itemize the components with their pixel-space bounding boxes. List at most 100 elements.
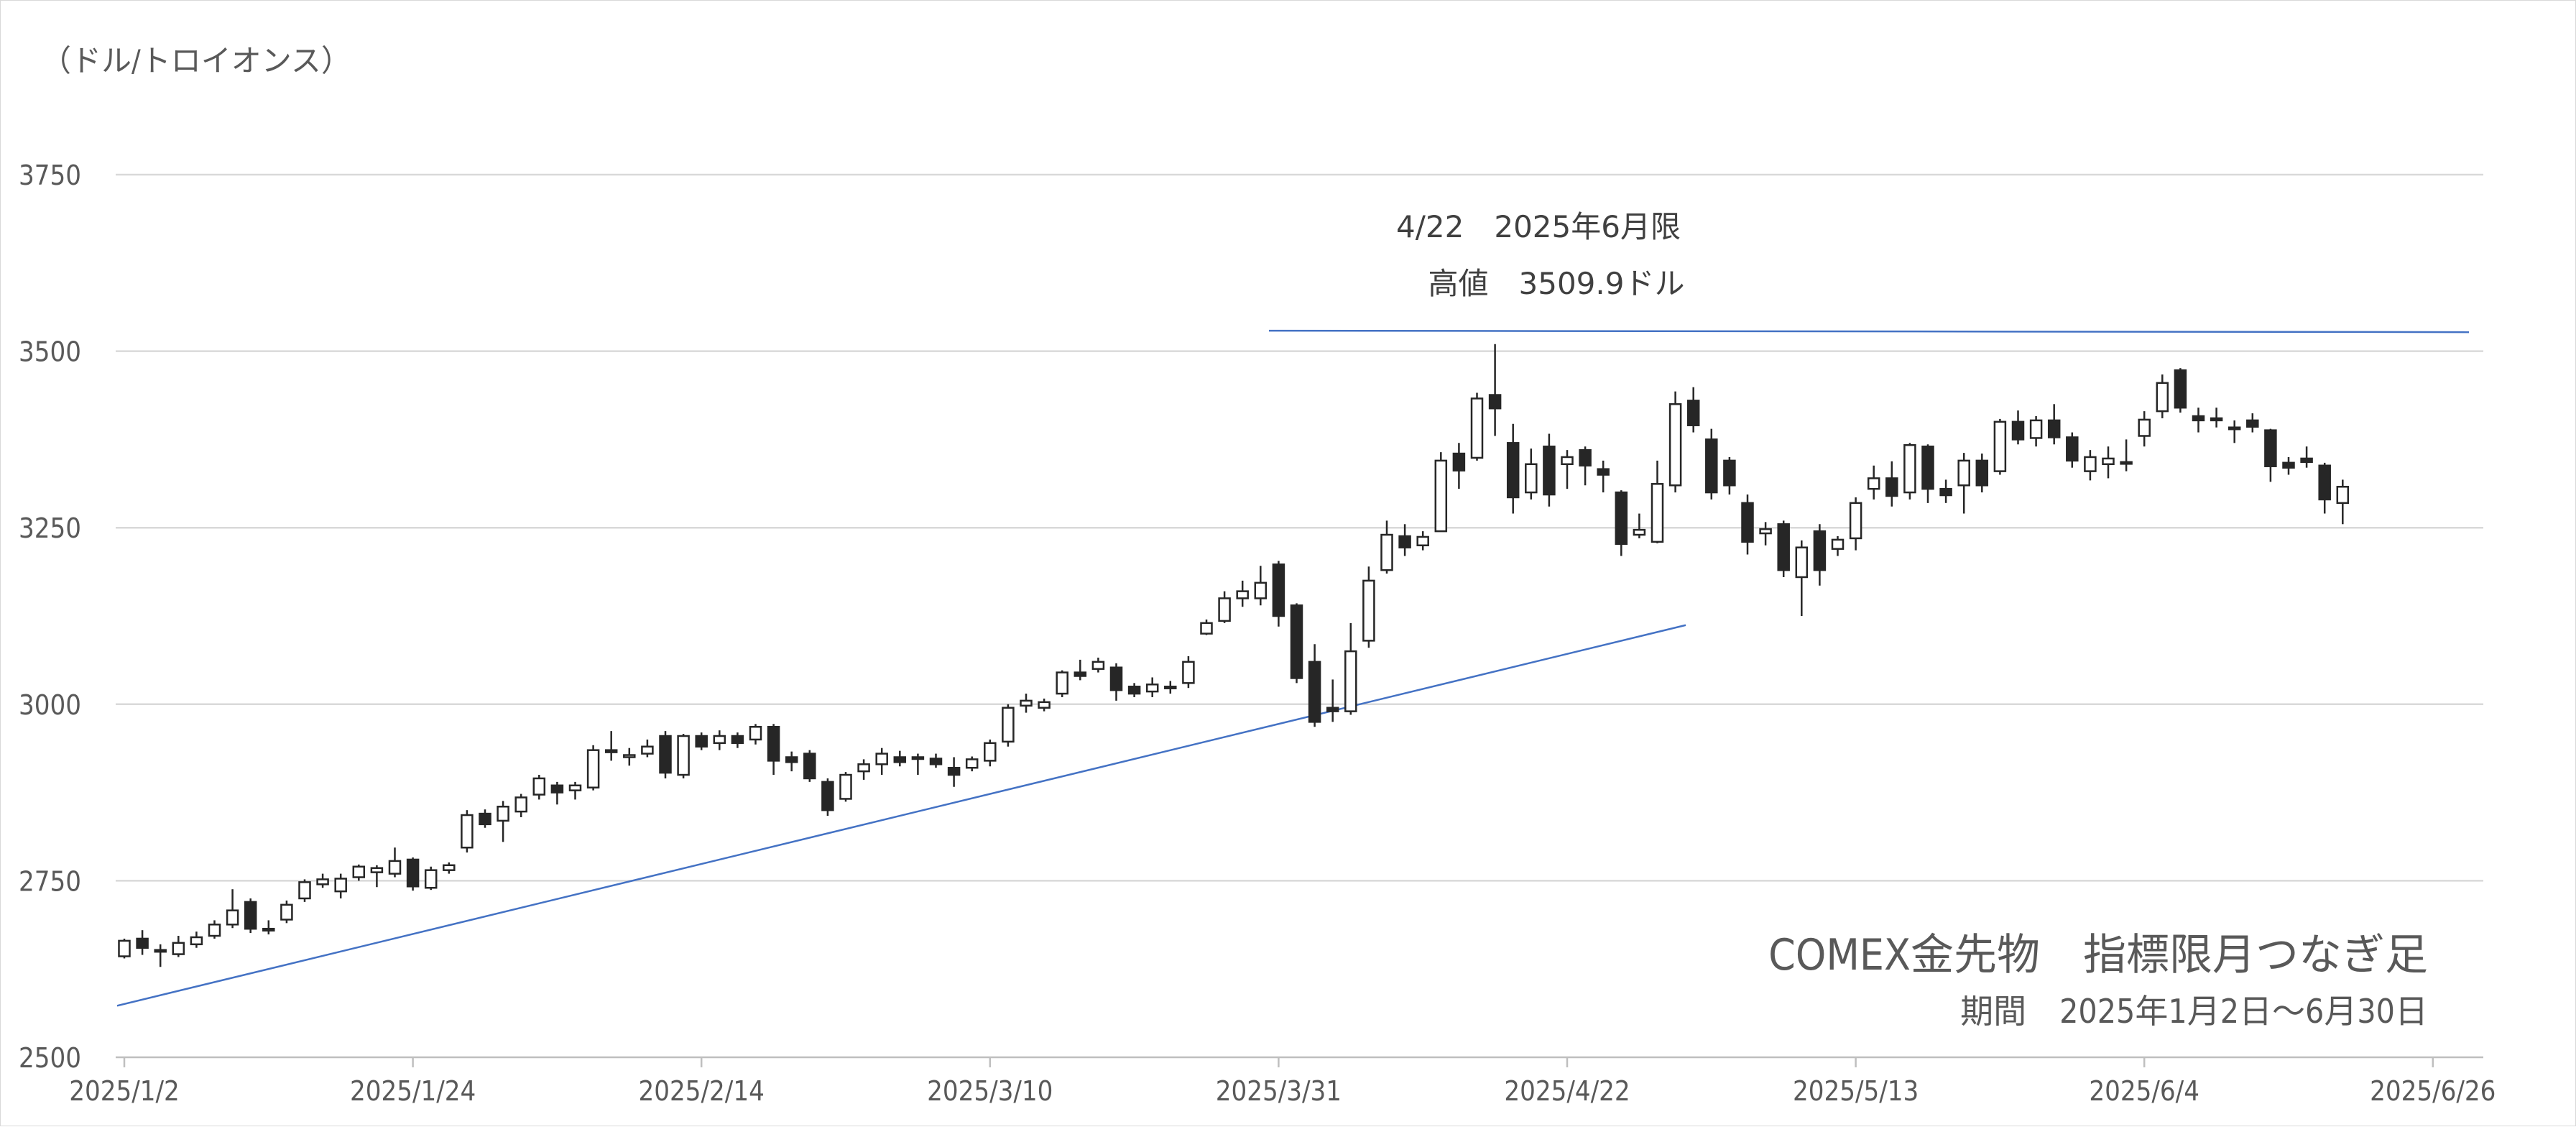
candle-body-down [1885,477,1898,497]
candle-body-up [118,939,131,957]
candle-body-down [1723,459,1736,487]
candle [1074,659,1087,681]
candle-body-up [1056,671,1068,695]
candle-body-down [2318,464,2331,501]
candle-body-down [406,858,420,888]
candle [1615,490,1628,556]
candle-body-down [767,725,780,762]
candle [1579,446,1592,486]
candle [154,944,167,967]
candle-body-down [1074,671,1087,677]
candle-body-up [1668,403,1682,487]
candle [749,724,762,745]
candle [1272,561,1285,627]
candle [2066,432,2079,468]
candle [713,730,726,750]
y-tick-label: 3500 [19,336,81,368]
candle-body-up [2156,382,2169,413]
unit-label: （ドル/トロイオンス） [41,43,351,78]
candle-body-down [785,756,798,763]
candle-body-down [1290,604,1303,679]
candle-body-down [2047,419,2061,438]
candle [2318,462,2331,514]
candle-body-down [1975,459,1989,487]
candle [2264,428,2277,482]
candle [1849,497,1862,551]
candle [1506,423,1520,514]
candle-body-down [1813,530,1827,571]
candle-body-up [1002,707,1015,743]
candle-body-up [1218,597,1231,622]
candle [1038,698,1051,712]
candle [262,920,275,935]
candle [461,810,474,853]
candle [1002,704,1015,747]
candle-body-down [1488,394,1502,410]
candle [532,775,546,800]
candle-body-up [1038,701,1051,709]
candle [1975,454,1989,493]
candle-body-up [2138,418,2151,437]
candle [1543,433,1556,507]
candle [2084,450,2097,481]
candle [172,936,185,957]
candle-body-up [298,881,311,900]
candle-body-up [1236,590,1249,599]
x-tick-label: 2025/5/13 [1793,1075,1919,1107]
candle [2011,410,2025,445]
x-tick-label: 2025/2/14 [639,1075,765,1107]
candle [2138,411,2151,447]
candle-body-down [2174,369,2187,409]
candle-body-up [2336,485,2350,505]
candle [1939,479,1952,503]
candle-body-down [2246,419,2259,428]
candle-body-up [1380,533,1393,571]
candle-body-down [550,784,564,794]
resistance-line [1268,329,2470,334]
candle [1723,456,1736,495]
candle [785,751,798,772]
candle [118,938,131,959]
candle-body-up [532,777,546,796]
candle-body-up [749,725,762,741]
candle-body-down [803,753,816,780]
candle [1867,465,1880,500]
candle-body-up [1470,397,1484,459]
candle [568,781,582,800]
candle [1470,392,1484,461]
candle-body-up [1416,535,1429,547]
candle [1254,566,1268,606]
candle-body-down [1506,442,1520,499]
candle [1885,461,1898,507]
candle [1434,452,1448,533]
candle [1182,656,1195,689]
candle-body-up [2029,419,2043,439]
candle-body-up [352,865,366,878]
candle [767,724,780,776]
candle [2102,446,2115,479]
candle-body-down [659,735,672,774]
candle-body-up [1993,420,2007,472]
candle [1705,428,1718,500]
candle-body-up [2084,456,2097,472]
candle [479,809,491,828]
candle-body-down [1127,685,1141,695]
candle [586,745,600,791]
candle [1957,453,1970,514]
candle [1795,540,1809,616]
candle [2120,439,2133,472]
candle-body-up [911,756,925,760]
candle [2029,415,2043,447]
candle-body-down [1741,502,1754,543]
candle [2174,368,2187,413]
candle [1308,644,1321,727]
candle [929,753,943,768]
x-tick-label: 2025/3/10 [927,1075,1053,1107]
candle-body-down [695,735,708,748]
candle-body-up [1145,684,1159,693]
x-tick-label: 2025/4/22 [1504,1075,1630,1107]
candle [1344,622,1357,715]
candle-body-up [424,869,438,889]
candle-body-down [1777,523,1790,571]
candle-body-up [965,758,979,769]
